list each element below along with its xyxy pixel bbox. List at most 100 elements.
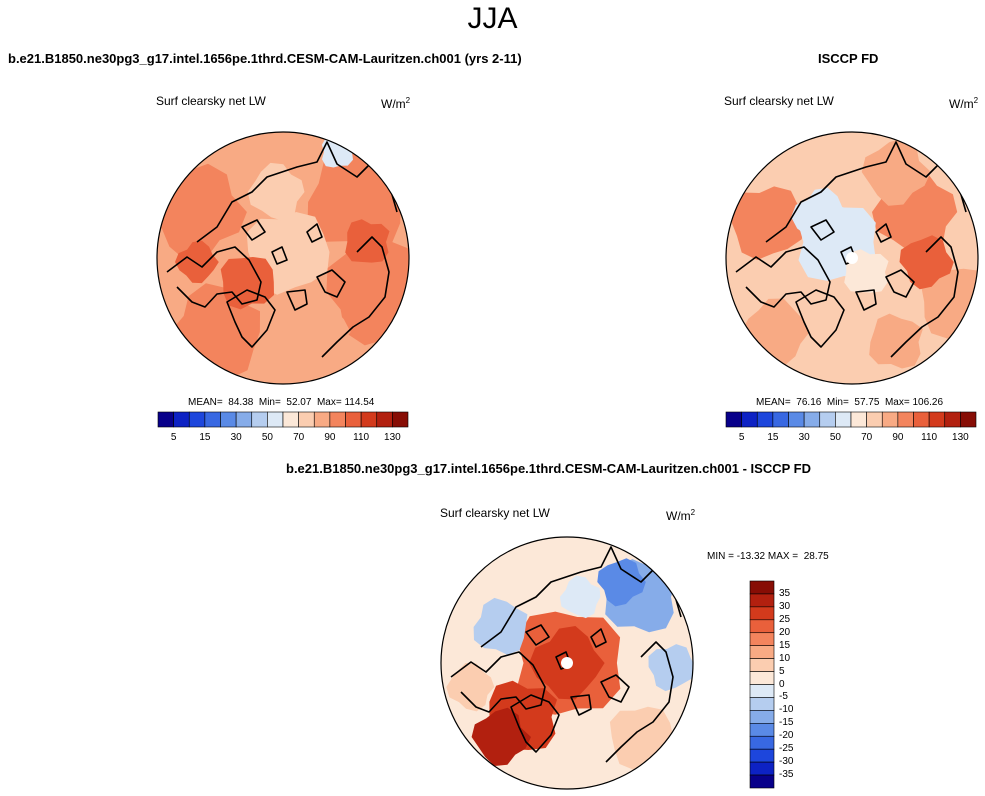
colorbar-swatch: [725, 411, 742, 428]
colorbar-swatch: [756, 411, 774, 428]
colorbar-tick-label: 25: [779, 613, 791, 625]
colorbar-swatch: [835, 411, 852, 428]
colorbar-swatch: [749, 645, 775, 659]
colorbar-swatch: [741, 411, 758, 428]
colorbar-swatch: [819, 411, 836, 428]
colorbar-tick-label: 130: [952, 432, 969, 443]
coastline: [271, 246, 288, 265]
panel1-case-title: b.e21.B1850.ne30pg3_g17.intel.1656pe.1th…: [8, 51, 522, 66]
colorbar-tick-label: 5: [779, 665, 785, 677]
colorbar-tick-label: 5: [170, 432, 177, 443]
map-contour-region: [321, 136, 353, 168]
colorbar-swatch: [376, 411, 393, 428]
colorbar-swatch: [749, 658, 775, 672]
colorbar-tick-label: 15: [779, 639, 791, 651]
colorbar-swatch: [881, 411, 899, 428]
coastline: [885, 269, 915, 298]
map-contour-region: [471, 707, 531, 766]
colorbar-tick-label: -5: [779, 691, 788, 703]
colorbar-tick-label: 30: [230, 432, 242, 443]
coastline: [241, 219, 266, 241]
map-contour-region: [597, 558, 646, 607]
map-contour-region: [220, 257, 274, 310]
coastline: [890, 236, 959, 358]
colorbar-swatch: [345, 411, 362, 428]
colorbar-swatch: [392, 411, 409, 428]
colorbar-tick-label: 130: [384, 432, 401, 443]
colorbar-tick-label: 110: [921, 432, 938, 443]
panel3-case-title: b.e21.B1850.ne30pg3_g17.intel.1656pe.1th…: [286, 461, 811, 476]
coastline: [600, 674, 630, 703]
panel1-units: W/m2: [381, 96, 411, 111]
coastline: [590, 628, 607, 648]
colorbar-tick-label: 30: [798, 432, 810, 443]
coastline: [875, 223, 892, 243]
colorbar-swatch: [749, 606, 775, 621]
coastline: [316, 269, 346, 298]
colorbar-tick-label: -10: [779, 704, 794, 716]
colorbar-tick-label: 110: [353, 432, 370, 443]
map-contour-region: [559, 575, 601, 619]
colorbar-tick-label: -30: [779, 756, 794, 768]
coastline: [306, 223, 323, 243]
colorbar-tick-label: 30: [779, 600, 791, 612]
map-boundary: [725, 131, 979, 385]
colorbar-tick-label: 50: [829, 432, 841, 443]
colorbar-swatch: [850, 411, 867, 428]
coastline: [605, 641, 674, 763]
colorbar-swatch: [749, 671, 775, 685]
panel3-colorbar-ticks: 35 30 25 20 15 10 5 0 -5 -10 -15 -20 -25 -30 -35: [779, 581, 809, 788]
panel3-units: W/m2: [666, 508, 696, 523]
panel3-polar-map: [440, 536, 694, 790]
map-contour-region: [869, 313, 923, 369]
panel2-polar-map: [725, 131, 979, 385]
map-contour-region: [899, 235, 954, 290]
colorbar-swatch: [267, 411, 284, 428]
colorbar-tick-label: 70: [861, 432, 873, 443]
colorbar-swatch: [251, 411, 268, 428]
colorbar-swatch: [204, 411, 221, 428]
colorbar-tick-label: 70: [293, 432, 305, 443]
map-boundary: [156, 131, 410, 385]
coastline: [570, 694, 592, 716]
pole-missing-data: [561, 657, 573, 669]
colorbar-swatch: [157, 411, 174, 428]
colorbar-swatch: [772, 411, 789, 428]
colorbar-tick-label: 15: [199, 432, 211, 443]
colorbar-tick-label: 35: [779, 587, 791, 599]
panel3-colorbar: [749, 580, 775, 789]
colorbar-swatch: [282, 411, 299, 428]
colorbar-tick-label: 5: [738, 432, 745, 443]
coastline: [321, 236, 390, 358]
panel3-stats: MIN = -13.32 MAX = 28.75: [707, 551, 829, 562]
colorbar-tick-label: 10: [779, 652, 791, 664]
coastline: [510, 694, 560, 753]
coastline: [735, 246, 831, 308]
panel1-polar-map: [156, 131, 410, 385]
colorbar-tick-label: 20: [779, 626, 791, 638]
colorbar-tick-label: 0: [779, 678, 785, 690]
colorbar-swatch: [749, 619, 775, 634]
colorbar-swatch: [360, 411, 378, 428]
colorbar-swatch: [749, 580, 775, 595]
colorbar-tick-label: -25: [779, 743, 794, 755]
colorbar-swatch: [960, 411, 977, 428]
panel1-stats: MEAN= 84.38 Min= 52.07 Max= 114.54: [188, 397, 375, 408]
colorbar-swatch: [220, 411, 237, 428]
colorbar-swatch: [866, 411, 883, 428]
coastline: [226, 289, 276, 348]
panel1-variable: Surf clearsky net LW: [156, 94, 266, 108]
colorbar-swatch: [749, 735, 775, 750]
main-title: JJA: [467, 2, 518, 35]
colorbar-swatch: [173, 411, 190, 428]
map-contour-region: [446, 663, 495, 712]
panel1-colorbar-ticks: 5 15 30 50 70 90 110 130: [158, 432, 408, 444]
coastline: [166, 246, 262, 308]
colorbar-tick-label: -35: [779, 769, 794, 781]
colorbar-swatch: [329, 411, 346, 428]
colorbar-swatch: [749, 710, 775, 724]
colorbar-swatch: [897, 411, 914, 428]
coastline: [286, 289, 308, 311]
colorbar-swatch: [749, 697, 775, 711]
colorbar-tick-label: 90: [892, 432, 904, 443]
